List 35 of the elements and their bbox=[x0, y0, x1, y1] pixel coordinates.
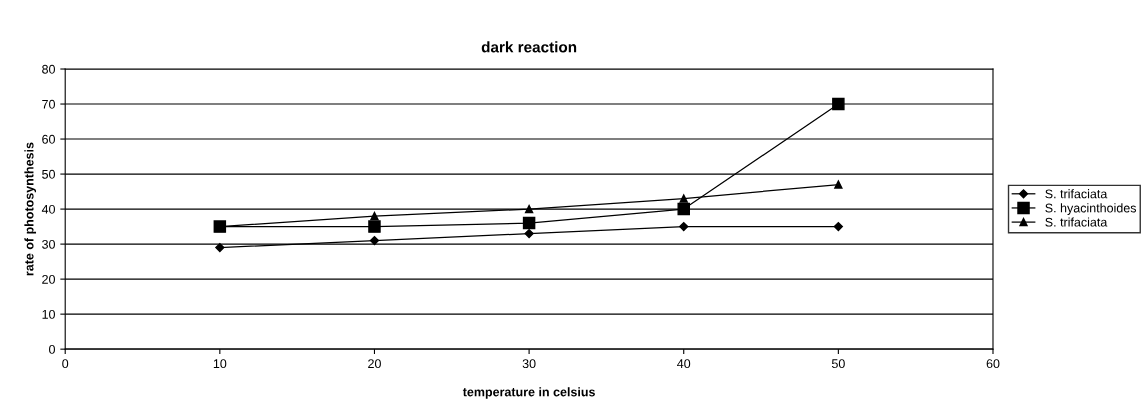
point bbox=[833, 221, 843, 232]
point bbox=[832, 97, 845, 111]
legend-label: S. trifaciata bbox=[1045, 189, 1108, 199]
x-tick-label: 60 bbox=[986, 359, 1000, 369]
point bbox=[524, 204, 534, 214]
y-tick-label: 80 bbox=[42, 64, 55, 74]
y-tick-label: 10 bbox=[42, 309, 55, 319]
x-tick-label: 10 bbox=[213, 359, 227, 369]
x-tick-label: 20 bbox=[368, 359, 381, 369]
x-tick-label: 30 bbox=[522, 359, 536, 369]
x-axis-title: temperature in celsius bbox=[462, 387, 595, 399]
x-tick-label: 50 bbox=[831, 359, 845, 369]
point bbox=[369, 235, 380, 246]
point bbox=[679, 194, 688, 203]
y-tick-label: 70 bbox=[42, 99, 55, 109]
x-tick-label: 40 bbox=[677, 359, 691, 369]
y-tick-label: 60 bbox=[42, 134, 55, 144]
y-tick-label: 50 bbox=[42, 169, 55, 179]
point bbox=[679, 221, 689, 232]
legend-label: S. trifaciata bbox=[1045, 217, 1108, 227]
point bbox=[368, 220, 381, 233]
point bbox=[524, 228, 534, 239]
y-tick-label: 40 bbox=[41, 204, 55, 214]
chart-title: dark reaction bbox=[481, 41, 577, 53]
point bbox=[215, 242, 225, 253]
point bbox=[834, 180, 843, 189]
x-tick-label: 0 bbox=[62, 359, 69, 369]
y-tick-label: 30 bbox=[42, 239, 55, 249]
y-axis-title: rate of photosynthesis bbox=[24, 142, 37, 276]
point bbox=[370, 211, 379, 221]
point bbox=[522, 216, 536, 230]
y-tick-label: 20 bbox=[42, 274, 55, 284]
point bbox=[677, 202, 690, 216]
legend-label: S. hyacinthoides bbox=[1045, 203, 1137, 215]
y-tick-label: 0 bbox=[49, 344, 55, 354]
